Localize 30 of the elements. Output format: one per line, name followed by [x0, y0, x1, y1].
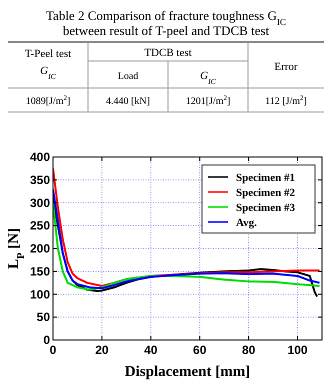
text: Error [274, 61, 298, 73]
text: 1201[J/m$^{2}$] [186, 94, 230, 107]
text: Load [118, 71, 138, 82]
x-tick-label: 20 [95, 343, 109, 357]
x-tick-label: 100 [288, 343, 308, 357]
x-tick-label: 60 [193, 343, 207, 357]
legend-label: Avg. [236, 217, 258, 229]
y-tick-label: 300 [30, 196, 50, 210]
y-tick-label: 100 [30, 287, 50, 302]
text: G$_{IC}$ [200, 70, 217, 86]
legend-label: Specimen #2 [236, 187, 296, 199]
y-tick-label: 200 [30, 242, 50, 256]
text: 1089[J/m$^{2}$] [26, 94, 70, 107]
x-tick-label: 80 [242, 343, 256, 357]
y-tick-label: 400 [30, 150, 50, 164]
y-tick-label: 0 [43, 333, 50, 347]
y-tick-label: 250 [30, 218, 50, 233]
text: 112 [J/m$^{2}$] [265, 94, 307, 107]
y-tick-label: 50 [36, 310, 50, 324]
y-tick-label: 150 [30, 264, 50, 278]
x-axis-title: Displacement [mm] [124, 364, 250, 380]
text: Table 2 Comparison of fracture toughness G$_{IC}$ between result of T-peel and TDCB test [46, 8, 286, 38]
legend-label: Specimen #1 [236, 172, 295, 184]
text: G$_{IC}$ [40, 65, 57, 80]
text: 4.440 [kN] [106, 96, 150, 107]
text: T-Peel test [24, 48, 72, 60]
y-tick-label: 350 [30, 172, 50, 187]
x-tick-label: 40 [144, 343, 158, 357]
text: TDCB test [144, 47, 192, 59]
legend-label: Specimen #3 [236, 202, 296, 214]
